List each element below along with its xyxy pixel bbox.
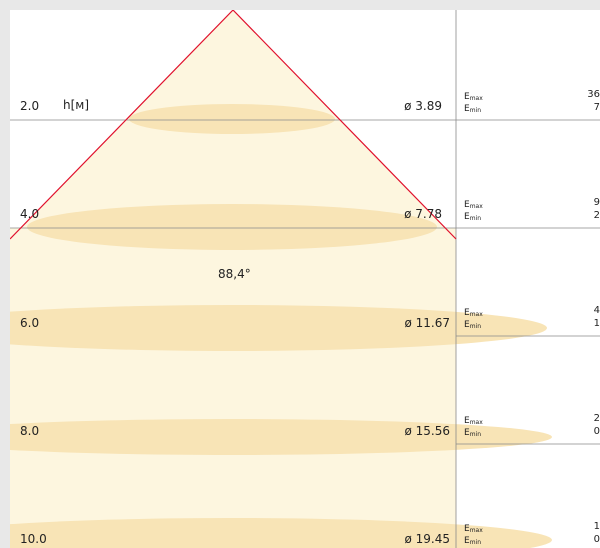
height-label: 8.0 — [20, 424, 39, 438]
beam-angle-label: 88,4° — [218, 267, 251, 281]
e-min-value: 2 — [560, 210, 600, 222]
e-min-value: 7 — [560, 102, 600, 114]
diameter-label: ø 3.89 — [362, 99, 442, 113]
e-min-value: 1 — [560, 318, 600, 330]
e-max-value: 9 — [560, 197, 600, 209]
height-unit-label: h[м] — [63, 98, 89, 112]
cone-graphic — [10, 10, 600, 548]
e-min-value: 0 — [560, 534, 600, 546]
beam-ellipse-2m — [129, 104, 335, 134]
e-max-label: Emax — [464, 416, 483, 428]
e-max-value: 36 — [560, 89, 600, 101]
e-min-label: Emin — [464, 428, 481, 440]
height-label: 4.0 — [20, 207, 39, 221]
e-min-label: Emin — [464, 320, 481, 332]
light-distribution-diagram: h[м] 88,4° 2.0 ø 3.89 4.0 ø 7.78 6.0 ø 1… — [10, 10, 600, 548]
diameter-label: ø 11.67 — [370, 316, 450, 330]
e-max-label: Emax — [464, 308, 483, 320]
e-max-label: Emax — [464, 92, 483, 104]
e-max-value: 4 — [560, 305, 600, 317]
height-label: 6.0 — [20, 316, 39, 330]
height-label: 10.0 — [20, 532, 47, 546]
e-min-label: Emin — [464, 212, 481, 224]
e-min-label: Emin — [464, 104, 481, 116]
diameter-label: ø 15.56 — [370, 424, 450, 438]
e-max-label: Emax — [464, 524, 483, 536]
e-max-label: Emax — [464, 200, 483, 212]
e-max-value: 1 — [560, 521, 600, 533]
height-label: 2.0 — [20, 99, 39, 113]
diameter-label: ø 19.45 — [370, 532, 450, 546]
e-min-label: Emin — [464, 536, 481, 548]
e-min-value: 0 — [560, 426, 600, 438]
e-max-value: 2 — [560, 413, 600, 425]
diameter-label: ø 7.78 — [362, 207, 442, 221]
